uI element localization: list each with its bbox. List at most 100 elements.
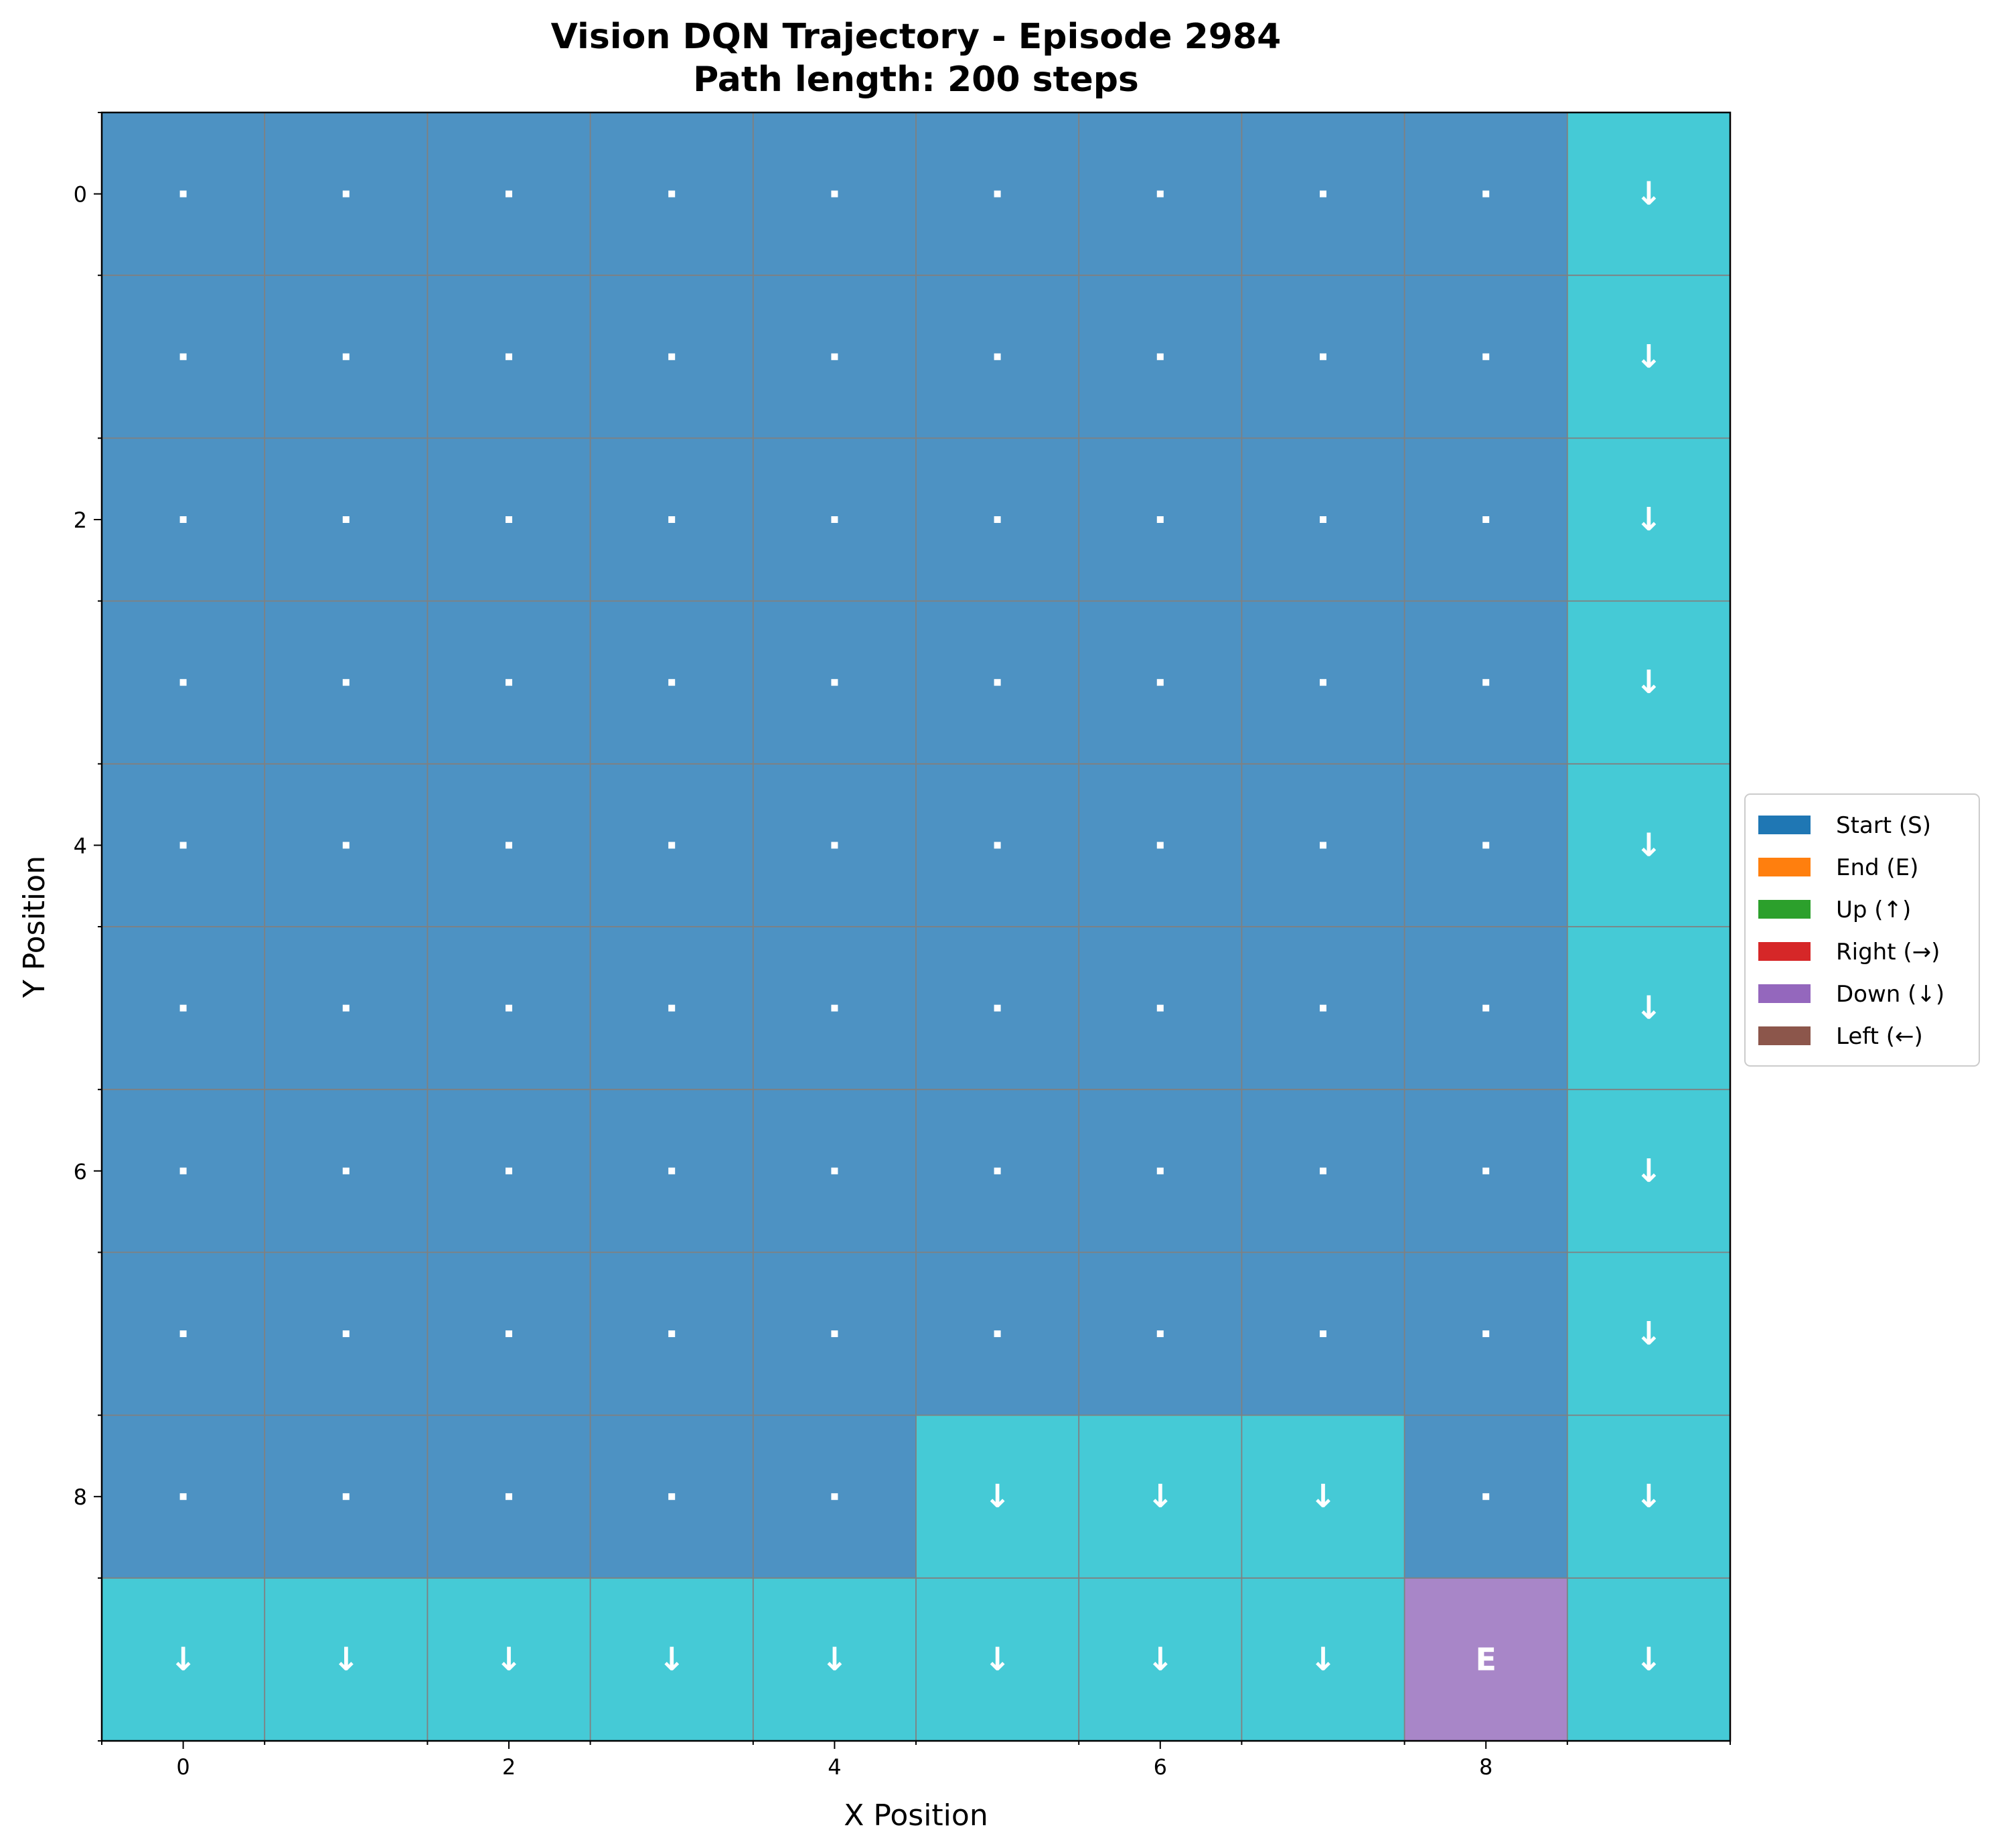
cell-dot-0-7 xyxy=(179,1330,187,1337)
cell-dot-8-6 xyxy=(1482,1167,1490,1174)
cell-9-5 xyxy=(1567,927,1730,1090)
cell-2-9 xyxy=(427,1577,591,1741)
cell-dot-4-1 xyxy=(831,353,838,360)
cell-label-1-9: ↓ xyxy=(333,1640,360,1678)
cell-dot-2-1 xyxy=(506,353,512,360)
x-axis-ticks: 0 2 4 6 8 xyxy=(101,1741,1731,1780)
cell-dot-4-0 xyxy=(831,190,838,198)
legend: Start (S) End (E) Up (↑) Right (→) Down (↓) L… xyxy=(1744,793,1980,1067)
x-tick-label: 8 xyxy=(1479,1754,1492,1780)
cell-dot-0-0 xyxy=(179,190,187,198)
cell-dot-7-5 xyxy=(1320,1004,1326,1012)
cell-dot-3-3 xyxy=(668,679,676,686)
cell-dot-3-8 xyxy=(668,1493,676,1500)
cell-dot-4-4 xyxy=(831,842,838,849)
cell-label-9-5: ↓ xyxy=(1635,990,1662,1027)
cell-dot-8-8 xyxy=(1482,1493,1490,1500)
cell-label-6-8: ↓ xyxy=(1147,1478,1174,1515)
cell-dot-7-4 xyxy=(1320,842,1326,849)
cell-dot-8-7 xyxy=(1482,1330,1490,1337)
cell-dot-6-0 xyxy=(1156,190,1164,198)
cell-label-5-8: ↓ xyxy=(984,1478,1010,1515)
cell-8-9 xyxy=(1404,1577,1567,1741)
cell-dot-6-5 xyxy=(1156,1004,1164,1012)
cell-5-8 xyxy=(916,1415,1079,1578)
cell-dot-6-1 xyxy=(1156,353,1164,360)
cell-dot-1-1 xyxy=(342,353,350,360)
cell-7-9 xyxy=(1241,1577,1405,1741)
cell-4-9 xyxy=(753,1577,916,1741)
cell-dot-1-6 xyxy=(342,1167,350,1174)
legend-swatch xyxy=(1758,984,1811,1003)
cell-dot-7-2 xyxy=(1320,516,1326,523)
x-tick-label: 0 xyxy=(176,1754,189,1780)
y-axis-ticks: 0 2 4 6 8 xyxy=(74,112,102,1742)
cell-dot-2-7 xyxy=(506,1330,512,1337)
cell-dot-0-5 xyxy=(179,1004,187,1012)
cell-action-glyphs: ↓ ↓ ↓ ↓ ↓ ↓ ↓ ↓ ↓ ↓ ↓ ↓ ↓ ↓ ↓ ↓ ↓ ↓ ↓ ↓ E ↓ xyxy=(169,175,1662,1679)
cell-7-8 xyxy=(1241,1415,1405,1578)
cell-9-7 xyxy=(1567,1252,1730,1415)
cell-dot-4-8 xyxy=(831,1493,838,1500)
cell-dot-5-4 xyxy=(994,842,1001,849)
cell-6-9 xyxy=(1079,1577,1242,1741)
legend-label: Left (←) xyxy=(1836,1023,1923,1050)
y-tick-label: 2 xyxy=(74,508,87,533)
cell-dot-1-4 xyxy=(342,842,350,849)
legend-swatch xyxy=(1758,900,1811,919)
cell-dot-2-2 xyxy=(506,516,512,523)
cell-dot-5-0 xyxy=(994,190,1001,198)
cell-dot-4-3 xyxy=(831,679,838,686)
cell-dot-1-5 xyxy=(342,1004,350,1012)
cell-dot-3-6 xyxy=(668,1167,676,1174)
cell-label-9-1: ↓ xyxy=(1635,338,1662,376)
cell-dot-5-7 xyxy=(994,1330,1001,1337)
cell-dot-1-2 xyxy=(342,516,350,523)
cell-dot-4-7 xyxy=(831,1330,838,1337)
cell-dot-6-7 xyxy=(1156,1330,1164,1337)
grid-cells xyxy=(102,112,1730,1741)
cell-dot-6-3 xyxy=(1156,679,1164,686)
cell-9-6 xyxy=(1567,1089,1730,1253)
cell-5-9 xyxy=(916,1577,1079,1741)
cell-9-0 xyxy=(1567,112,1730,276)
cell-9-4 xyxy=(1567,763,1730,927)
cell-dot-7-0 xyxy=(1320,190,1326,198)
cell-dot-6-4 xyxy=(1156,842,1164,849)
cell-dot-8-4 xyxy=(1482,842,1490,849)
cell-label-9-0: ↓ xyxy=(1635,175,1662,213)
y-tick-label: 4 xyxy=(74,833,87,858)
cell-dot-0-4 xyxy=(179,842,187,849)
chart-title: Vision DQN Trajectory - Episode 2984 xyxy=(551,17,1282,57)
legend-label: Down (↓) xyxy=(1836,981,1944,1008)
cell-label-9-4: ↓ xyxy=(1635,826,1662,864)
cell-dot-7-3 xyxy=(1320,679,1326,686)
cell-6-8 xyxy=(1079,1415,1242,1578)
cell-dot-1-8 xyxy=(342,1493,350,1500)
cell-dot-0-3 xyxy=(179,679,187,686)
cell-label-9-9: ↓ xyxy=(1635,1640,1662,1678)
cell-dot-4-2 xyxy=(831,516,838,523)
cell-dot-0-1 xyxy=(179,353,187,360)
cell-dot-5-3 xyxy=(994,679,1001,686)
cell-label-4-9: ↓ xyxy=(821,1640,848,1678)
cell-dot-6-6 xyxy=(1156,1167,1164,1174)
cell-dot-7-6 xyxy=(1320,1167,1326,1174)
cell-dot-8-0 xyxy=(1482,190,1490,198)
y-axis-label: Y Position xyxy=(17,856,52,998)
cell-dot-8-2 xyxy=(1482,516,1490,523)
cell-9-8 xyxy=(1567,1415,1730,1578)
x-tick-label: 6 xyxy=(1154,1754,1167,1780)
cell-label-6-9: ↓ xyxy=(1147,1640,1174,1678)
cell-dot-3-0 xyxy=(668,190,676,198)
chart-subtitle: Path length: 200 steps xyxy=(693,60,1139,100)
cell-label-7-9: ↓ xyxy=(1310,1640,1336,1678)
cell-dot-2-6 xyxy=(506,1167,512,1174)
cell-label-9-2: ↓ xyxy=(1635,501,1662,538)
legend-label: Right (→) xyxy=(1836,939,1940,966)
cell-dot-7-1 xyxy=(1320,353,1326,360)
cell-dot-8-5 xyxy=(1482,1004,1490,1012)
y-tick-label: 0 xyxy=(74,182,87,208)
y-tick-label: 8 xyxy=(74,1484,87,1510)
